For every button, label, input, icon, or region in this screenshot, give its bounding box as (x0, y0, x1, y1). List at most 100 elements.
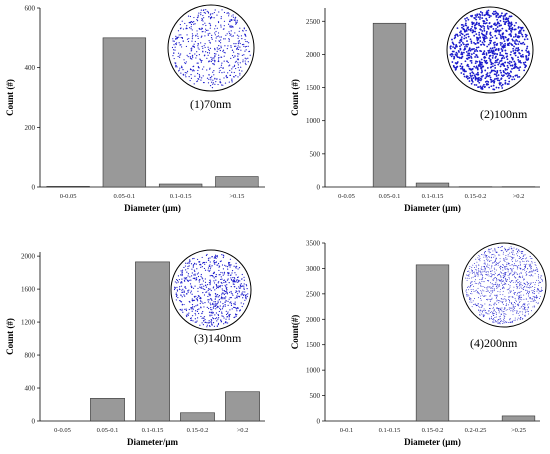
particle-dot (517, 47, 519, 50)
particle-dot (234, 21, 237, 23)
particle-dot (194, 23, 196, 25)
particle-dot (467, 285, 469, 287)
particle-dot (495, 258, 497, 260)
particle-dot (179, 67, 181, 69)
particle-dot (520, 253, 522, 254)
particle-dot (214, 303, 216, 305)
particle-dot (185, 76, 187, 78)
particle-dot (187, 40, 190, 43)
particle-dot (512, 75, 515, 78)
particle-dot (508, 62, 511, 65)
particle-dot (471, 269, 473, 271)
particle-dot (510, 256, 512, 258)
particle-dot (506, 289, 508, 291)
particle-dot (495, 48, 498, 51)
particle-dot (520, 297, 522, 299)
particle-dot (541, 290, 543, 291)
particle-dot (190, 69, 192, 71)
particle-dot (194, 285, 196, 287)
particle-dot (520, 290, 522, 292)
particle-dot (209, 268, 212, 270)
particle-dot (449, 46, 452, 48)
particle-dot (500, 318, 502, 320)
particle-dot (514, 28, 517, 31)
particle-dot (493, 310, 495, 311)
particle-dot (477, 272, 479, 273)
particle-dot (500, 275, 501, 277)
particle-dot (221, 254, 223, 256)
particle-dot (497, 322, 499, 324)
particle-dot (497, 275, 499, 277)
particle-dot (221, 312, 223, 315)
particle-dot (524, 267, 526, 268)
particle-dot (245, 296, 247, 298)
particle-dot (508, 60, 511, 63)
y-tick-label: 2500 (306, 290, 321, 298)
y-axis-label: Count (#) (290, 79, 300, 116)
particle-dot (524, 254, 526, 256)
particle-dot (175, 38, 177, 40)
particle-dot (185, 278, 187, 280)
particle-dot (243, 283, 245, 285)
particle-dot (485, 59, 488, 62)
particle-dot (494, 247, 496, 249)
particle-dot (233, 281, 235, 283)
particle-dot (224, 52, 226, 54)
particle-dot (476, 50, 479, 52)
particle-dot (483, 53, 485, 55)
particle-dot (487, 263, 489, 265)
particle-dot (219, 49, 221, 52)
particle-dot (523, 308, 525, 310)
particle-dot (488, 266, 490, 268)
particle-dot (500, 247, 502, 248)
particle-dot (466, 40, 468, 42)
particle-dot (502, 35, 505, 38)
particle-dot (482, 286, 484, 287)
particle-dot (464, 60, 467, 63)
particle-dot (209, 293, 211, 296)
particle-dot (509, 290, 511, 292)
particle-dot (532, 300, 534, 302)
particle-dot (232, 66, 234, 68)
particle-dot (196, 300, 199, 302)
particle-dot (209, 25, 212, 27)
particle-dot (180, 274, 182, 276)
particle-dot (503, 273, 505, 275)
particle-dot (502, 276, 504, 278)
particle-dot (172, 49, 175, 51)
particle-dot (496, 299, 498, 301)
particle-dot (466, 77, 469, 80)
particle-dot (512, 279, 514, 281)
particle-dot (522, 308, 524, 310)
particle-dot (520, 281, 522, 283)
particle-dot (218, 40, 220, 42)
particle-dot (515, 312, 517, 314)
particle-dot (230, 45, 232, 47)
particle-dot (485, 35, 487, 38)
particle-dot (231, 54, 234, 57)
particle-dot (537, 276, 539, 278)
particle-dot (191, 36, 193, 38)
particle-dot (508, 288, 510, 290)
particle-dot (202, 14, 204, 17)
particle-dot (173, 288, 176, 291)
particle-dot (499, 65, 502, 68)
particle-dot (209, 67, 211, 69)
particle-dot (496, 18, 499, 21)
particle-dot (201, 266, 203, 268)
particle-dot (180, 294, 182, 296)
particle-dot (522, 304, 524, 306)
particle-dot (492, 307, 494, 309)
particle-dot (232, 16, 235, 18)
particle-dot (486, 288, 488, 290)
particle-dot (519, 262, 521, 264)
particle-dot (485, 75, 488, 78)
particle-dot (188, 261, 190, 263)
particle-dot (492, 42, 495, 44)
particle-dot (524, 302, 526, 304)
particle-dot (513, 257, 515, 259)
particle-dot (209, 264, 211, 266)
particle-dot (211, 309, 213, 311)
particle-dot (491, 267, 493, 269)
particle-dot (474, 43, 477, 45)
